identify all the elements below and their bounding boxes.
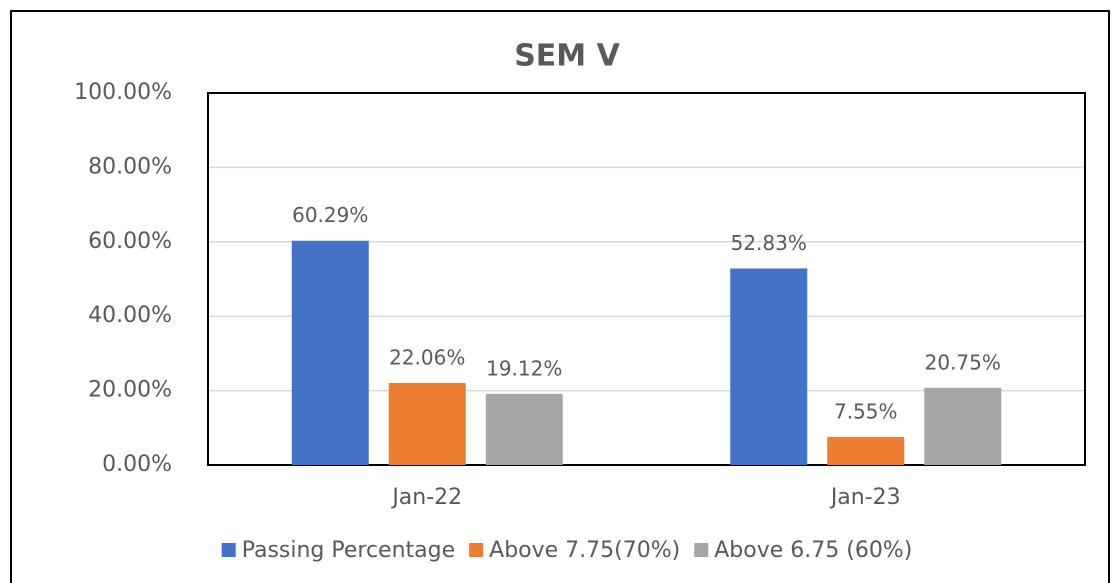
x-tick-label: Jan-22	[390, 485, 462, 510]
data-label: 22.06%	[389, 345, 465, 369]
bar	[730, 268, 808, 465]
y-tick-label: 40.00%	[88, 303, 172, 328]
outer-border	[10, 10, 1110, 583]
y-tick-label: 20.00%	[88, 378, 172, 403]
legend-label: Passing Percentage	[242, 538, 455, 563]
y-tick-label: 0.00%	[102, 452, 172, 477]
data-label: 7.55%	[834, 399, 898, 423]
legend-swatch	[469, 543, 484, 557]
bar	[291, 240, 369, 465]
y-tick-label: 100.00%	[74, 80, 172, 105]
data-label: 19.12%	[486, 356, 562, 380]
y-tick-label: 60.00%	[88, 229, 172, 254]
x-tick-label: Jan-23	[829, 485, 901, 510]
data-label: 52.83%	[731, 231, 807, 255]
bar	[388, 382, 466, 465]
legend-label: Above 6.75 (60%)	[714, 538, 912, 563]
bar	[827, 436, 905, 465]
legend-swatch	[221, 543, 236, 557]
legend-swatch	[694, 543, 709, 557]
y-tick-label: 80.00%	[88, 154, 172, 179]
bar	[485, 393, 563, 465]
data-label: 20.75%	[925, 350, 1001, 374]
legend-label: Above 7.75(70%)	[489, 538, 680, 563]
data-label: 60.29%	[292, 203, 368, 227]
plot-border	[207, 92, 1086, 466]
chart-title: SEM V	[514, 39, 620, 74]
bar	[924, 387, 1002, 465]
